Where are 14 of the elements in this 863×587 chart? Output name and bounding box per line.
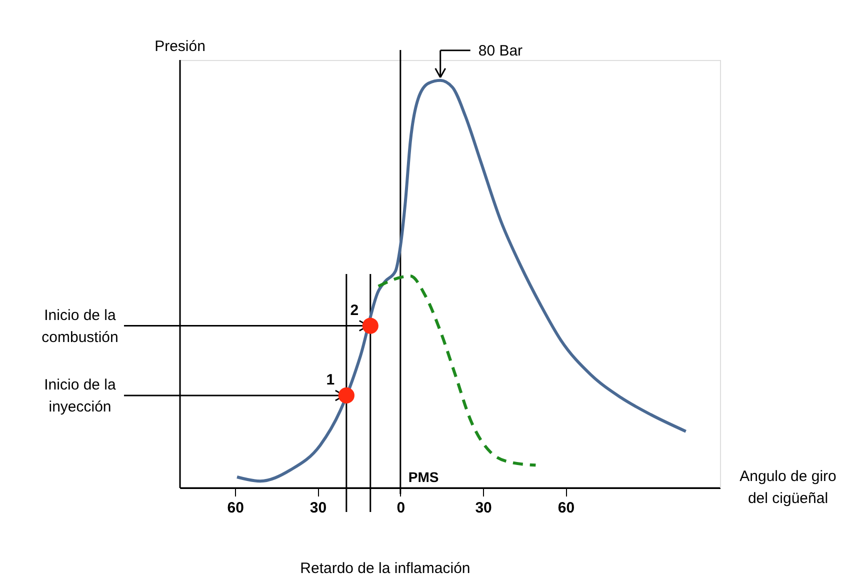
annotation: 2 <box>350 302 359 319</box>
x-tick-label: 0 <box>396 500 406 516</box>
y-axis-title: Presión <box>154 38 206 55</box>
text: Retardo de la inflamación <box>300 560 470 577</box>
annotation: 1 <box>326 371 335 388</box>
annotation: Inicio de la inyección <box>44 376 117 416</box>
annotation: Inicio de la combustión <box>42 306 118 346</box>
x-tick-label: 60 <box>558 500 575 516</box>
ref-line-label: PMS <box>408 469 439 485</box>
x-tick-label: 60 <box>227 500 244 516</box>
x-axis-title: Angulo de giro del cigüeñal <box>740 468 836 507</box>
x-tick-label: 30 <box>310 500 327 516</box>
x-tick-label: 30 <box>475 500 492 516</box>
annotation: 80 Bar <box>478 42 523 60</box>
